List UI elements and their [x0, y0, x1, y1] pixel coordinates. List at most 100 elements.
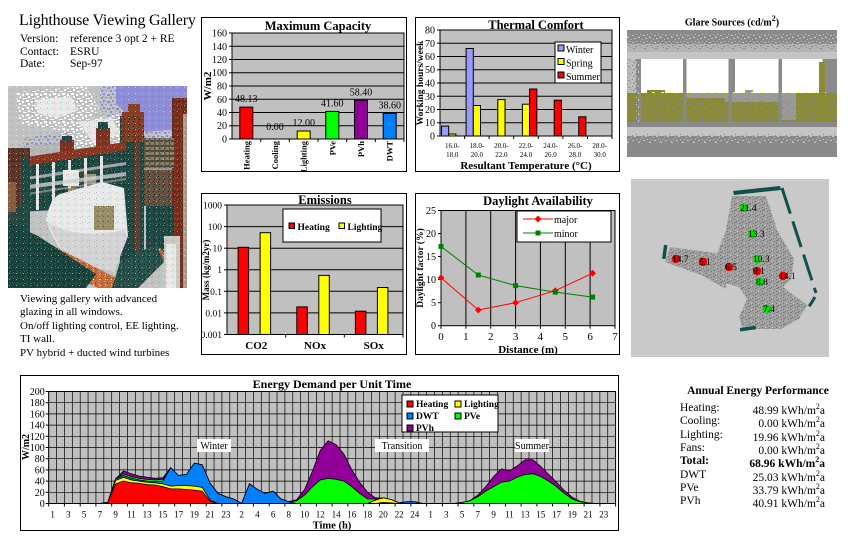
svg-text:140: 140 — [30, 421, 45, 432]
svg-text:160: 160 — [212, 29, 227, 40]
svg-text:20: 20 — [217, 121, 227, 132]
svg-text:0.01: 0.01 — [205, 309, 222, 319]
svg-text:20: 20 — [425, 105, 435, 116]
svg-text:Transition: Transition — [382, 441, 423, 452]
svg-text:50: 50 — [425, 65, 435, 76]
svg-text:6: 6 — [271, 510, 276, 520]
svg-text:100: 100 — [212, 68, 227, 79]
svg-text:PVe: PVe — [327, 141, 337, 156]
svg-text:DWT: DWT — [385, 141, 395, 162]
svg-text:Spring: Spring — [566, 59, 593, 70]
svg-text:0.001: 0.001 — [201, 331, 222, 341]
svg-text:10: 10 — [300, 510, 310, 520]
svg-text:Winter: Winter — [566, 45, 594, 56]
svg-text:16: 16 — [347, 510, 357, 520]
svg-text:SOx: SOx — [364, 340, 385, 352]
svg-text:DWT: DWT — [416, 412, 439, 422]
svg-text:Daylight factor (%): Daylight factor (%) — [415, 228, 426, 308]
svg-text:PVh: PVh — [416, 424, 435, 434]
svg-text:9: 9 — [491, 510, 496, 520]
svg-text:0: 0 — [40, 499, 45, 510]
svg-text:22.0-: 22.0- — [519, 142, 534, 150]
svg-text:60: 60 — [217, 95, 227, 106]
svg-text:21: 21 — [584, 510, 593, 520]
svg-text:7: 7 — [612, 331, 618, 343]
svg-text:19: 19 — [568, 510, 578, 520]
svg-text:3: 3 — [444, 510, 449, 520]
svg-text:100: 100 — [208, 223, 223, 233]
svg-text:1000: 1000 — [203, 202, 222, 212]
svg-text:17: 17 — [174, 510, 184, 520]
svg-text:Winter: Winter — [200, 441, 228, 452]
svg-text:18.0-: 18.0- — [470, 142, 485, 150]
svg-text:16.0-: 16.0- — [445, 142, 460, 150]
svg-text:Heating: Heating — [241, 140, 251, 170]
svg-text:Emissions: Emissions — [298, 193, 352, 207]
svg-text:W/m2: W/m2 — [202, 71, 214, 100]
svg-text:20: 20 — [35, 488, 45, 499]
svg-text:4: 4 — [255, 510, 260, 520]
svg-text:12: 12 — [316, 510, 325, 520]
svg-text:Summer: Summer — [515, 441, 550, 452]
svg-text:40: 40 — [217, 108, 227, 119]
svg-text:40: 40 — [425, 79, 435, 90]
svg-text:8.8: 8.8 — [756, 278, 768, 288]
svg-text:7.4: 7.4 — [763, 305, 775, 315]
svg-text:41.60: 41.60 — [321, 98, 344, 109]
svg-text:15: 15 — [426, 252, 436, 263]
svg-text:6.5: 6.5 — [725, 263, 737, 273]
svg-text:100: 100 — [30, 443, 45, 454]
svg-text:140: 140 — [212, 42, 227, 53]
svg-text:major: major — [554, 215, 578, 226]
svg-text:5: 5 — [563, 331, 569, 343]
svg-text:14.1: 14.1 — [779, 272, 796, 282]
svg-text:8: 8 — [287, 510, 292, 520]
svg-text:1: 1 — [217, 266, 222, 276]
svg-text:160: 160 — [30, 409, 45, 420]
svg-text:20: 20 — [379, 510, 389, 520]
svg-text:12.00: 12.00 — [292, 118, 315, 129]
svg-text:Maximum Capacity: Maximum Capacity — [265, 19, 372, 33]
svg-text:4: 4 — [538, 331, 544, 343]
svg-text:70: 70 — [425, 39, 435, 50]
svg-text:2: 2 — [488, 331, 494, 343]
svg-text:40: 40 — [35, 477, 45, 488]
svg-text:Cooling: Cooling — [270, 140, 280, 169]
svg-text:Lighting: Lighting — [464, 400, 499, 410]
svg-text:15: 15 — [158, 510, 168, 520]
svg-text:10: 10 — [213, 245, 223, 255]
svg-text:Resultant Temperature (°C): Resultant Temperature (°C) — [460, 160, 592, 172]
svg-text:13.3: 13.3 — [748, 230, 765, 240]
svg-text:Lighting: Lighting — [348, 223, 383, 233]
svg-text:10.3: 10.3 — [753, 255, 770, 265]
svg-text:11: 11 — [127, 510, 136, 520]
svg-text:19: 19 — [190, 510, 200, 520]
svg-text:15: 15 — [536, 510, 546, 520]
svg-text:6: 6 — [587, 331, 593, 343]
svg-text:Working hours/week: Working hours/week — [416, 40, 426, 125]
svg-text:0.00: 0.00 — [266, 122, 284, 133]
svg-text:0: 0 — [438, 331, 444, 343]
svg-text:20.0: 20.0 — [471, 151, 484, 159]
svg-text:Energy Demand per Unit Time: Energy Demand per Unit Time — [253, 377, 412, 391]
svg-text:18: 18 — [363, 510, 373, 520]
svg-text:NOx: NOx — [304, 340, 327, 352]
svg-text:80: 80 — [425, 26, 435, 37]
svg-text:0.1: 0.1 — [210, 288, 222, 298]
svg-text:5: 5 — [82, 510, 87, 520]
svg-text:Daylight Availability: Daylight Availability — [483, 194, 594, 208]
svg-text:3: 3 — [513, 331, 519, 343]
svg-text:5.1: 5.1 — [699, 258, 711, 268]
svg-text:23: 23 — [599, 510, 609, 520]
svg-text:24.0-: 24.0- — [543, 142, 558, 150]
svg-text:9: 9 — [113, 510, 118, 520]
svg-text:60: 60 — [425, 52, 435, 63]
svg-text:13: 13 — [143, 510, 153, 520]
svg-text:38.60: 38.60 — [378, 100, 401, 111]
svg-text:10: 10 — [426, 275, 436, 286]
svg-text:Thermal Comfort: Thermal Comfort — [488, 18, 584, 32]
svg-text:9.1: 9.1 — [753, 267, 765, 277]
svg-text:18.0: 18.0 — [446, 151, 459, 159]
svg-text:PVh: PVh — [356, 141, 366, 157]
svg-text:48.13: 48.13 — [235, 94, 258, 105]
